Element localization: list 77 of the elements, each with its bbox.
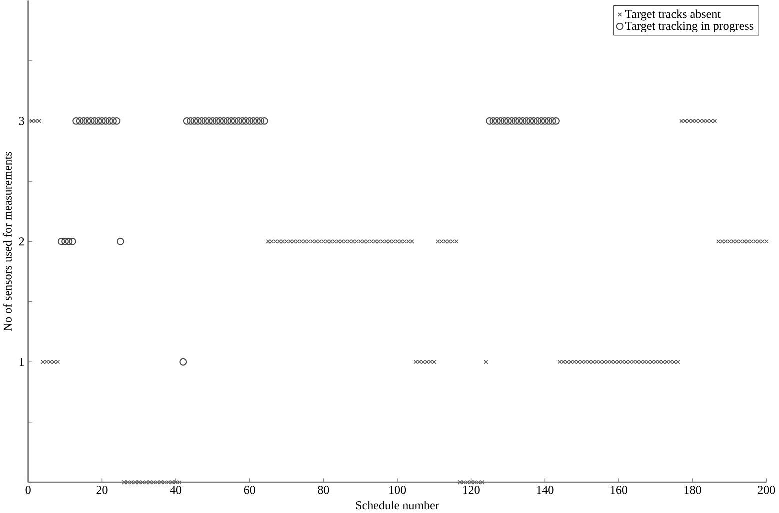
x-tick-label: 120 <box>463 486 480 494</box>
point <box>508 118 516 125</box>
point <box>209 118 217 125</box>
point <box>504 118 512 125</box>
point <box>250 118 258 125</box>
point <box>180 358 188 366</box>
x-tick-label: 180 <box>684 486 702 494</box>
point <box>257 118 265 125</box>
point <box>220 118 228 125</box>
point <box>242 118 250 125</box>
point <box>102 118 110 125</box>
x-tick-label: 0 <box>26 486 31 494</box>
point <box>541 118 549 125</box>
x-tick-label: 100 <box>390 486 406 494</box>
point <box>228 118 236 125</box>
x-tick-label: 160 <box>611 486 628 494</box>
point <box>116 238 124 246</box>
legend-label: Target tracks absent <box>625 10 721 21</box>
point <box>260 118 268 125</box>
point <box>254 118 261 125</box>
x-tick-label: 80 <box>318 486 330 494</box>
point <box>206 118 213 125</box>
point <box>198 118 206 125</box>
point <box>526 118 534 125</box>
point <box>519 118 527 125</box>
point <box>552 118 560 125</box>
point <box>187 118 194 125</box>
point <box>106 118 114 125</box>
point <box>497 118 505 125</box>
point <box>94 118 102 125</box>
point <box>522 118 530 125</box>
point <box>58 238 66 246</box>
point <box>246 118 254 125</box>
x-axis-title: Schedule number <box>356 501 440 510</box>
point <box>190 118 198 125</box>
point <box>65 238 73 246</box>
point <box>548 118 556 125</box>
point <box>98 118 106 125</box>
point <box>72 118 80 125</box>
point <box>212 118 220 125</box>
point <box>235 118 242 125</box>
point <box>516 118 524 125</box>
point <box>512 118 520 125</box>
point <box>231 118 239 125</box>
point <box>87 118 95 125</box>
y-tick-label: 2 <box>19 238 24 246</box>
x-tick-label: 40 <box>170 486 182 494</box>
point <box>68 238 76 246</box>
x-tick-label: 200 <box>758 486 776 494</box>
point <box>534 118 542 125</box>
point <box>84 118 92 125</box>
point <box>76 118 84 125</box>
point <box>486 118 494 125</box>
point <box>530 118 538 125</box>
y-tick-label: 3 <box>19 117 24 126</box>
point <box>545 118 553 125</box>
legend-label: Target tracking in progress <box>625 22 754 33</box>
point <box>490 118 498 125</box>
point <box>91 118 99 125</box>
x-tick-label: 20 <box>96 486 108 494</box>
point <box>80 118 88 125</box>
point <box>62 238 69 246</box>
point <box>194 118 202 125</box>
point <box>538 118 546 125</box>
point <box>493 118 501 125</box>
y-tick-label: 1 <box>20 358 24 366</box>
point <box>202 118 210 125</box>
point <box>224 118 232 125</box>
x-tick-label: 140 <box>537 486 554 494</box>
point <box>238 118 246 125</box>
point <box>216 118 224 125</box>
point <box>500 118 508 125</box>
x-tick-label: 60 <box>244 486 256 494</box>
point <box>113 118 121 125</box>
point <box>110 118 117 125</box>
point <box>183 118 191 125</box>
y-axis-title: No of sensors used for measurements <box>3 152 12 332</box>
